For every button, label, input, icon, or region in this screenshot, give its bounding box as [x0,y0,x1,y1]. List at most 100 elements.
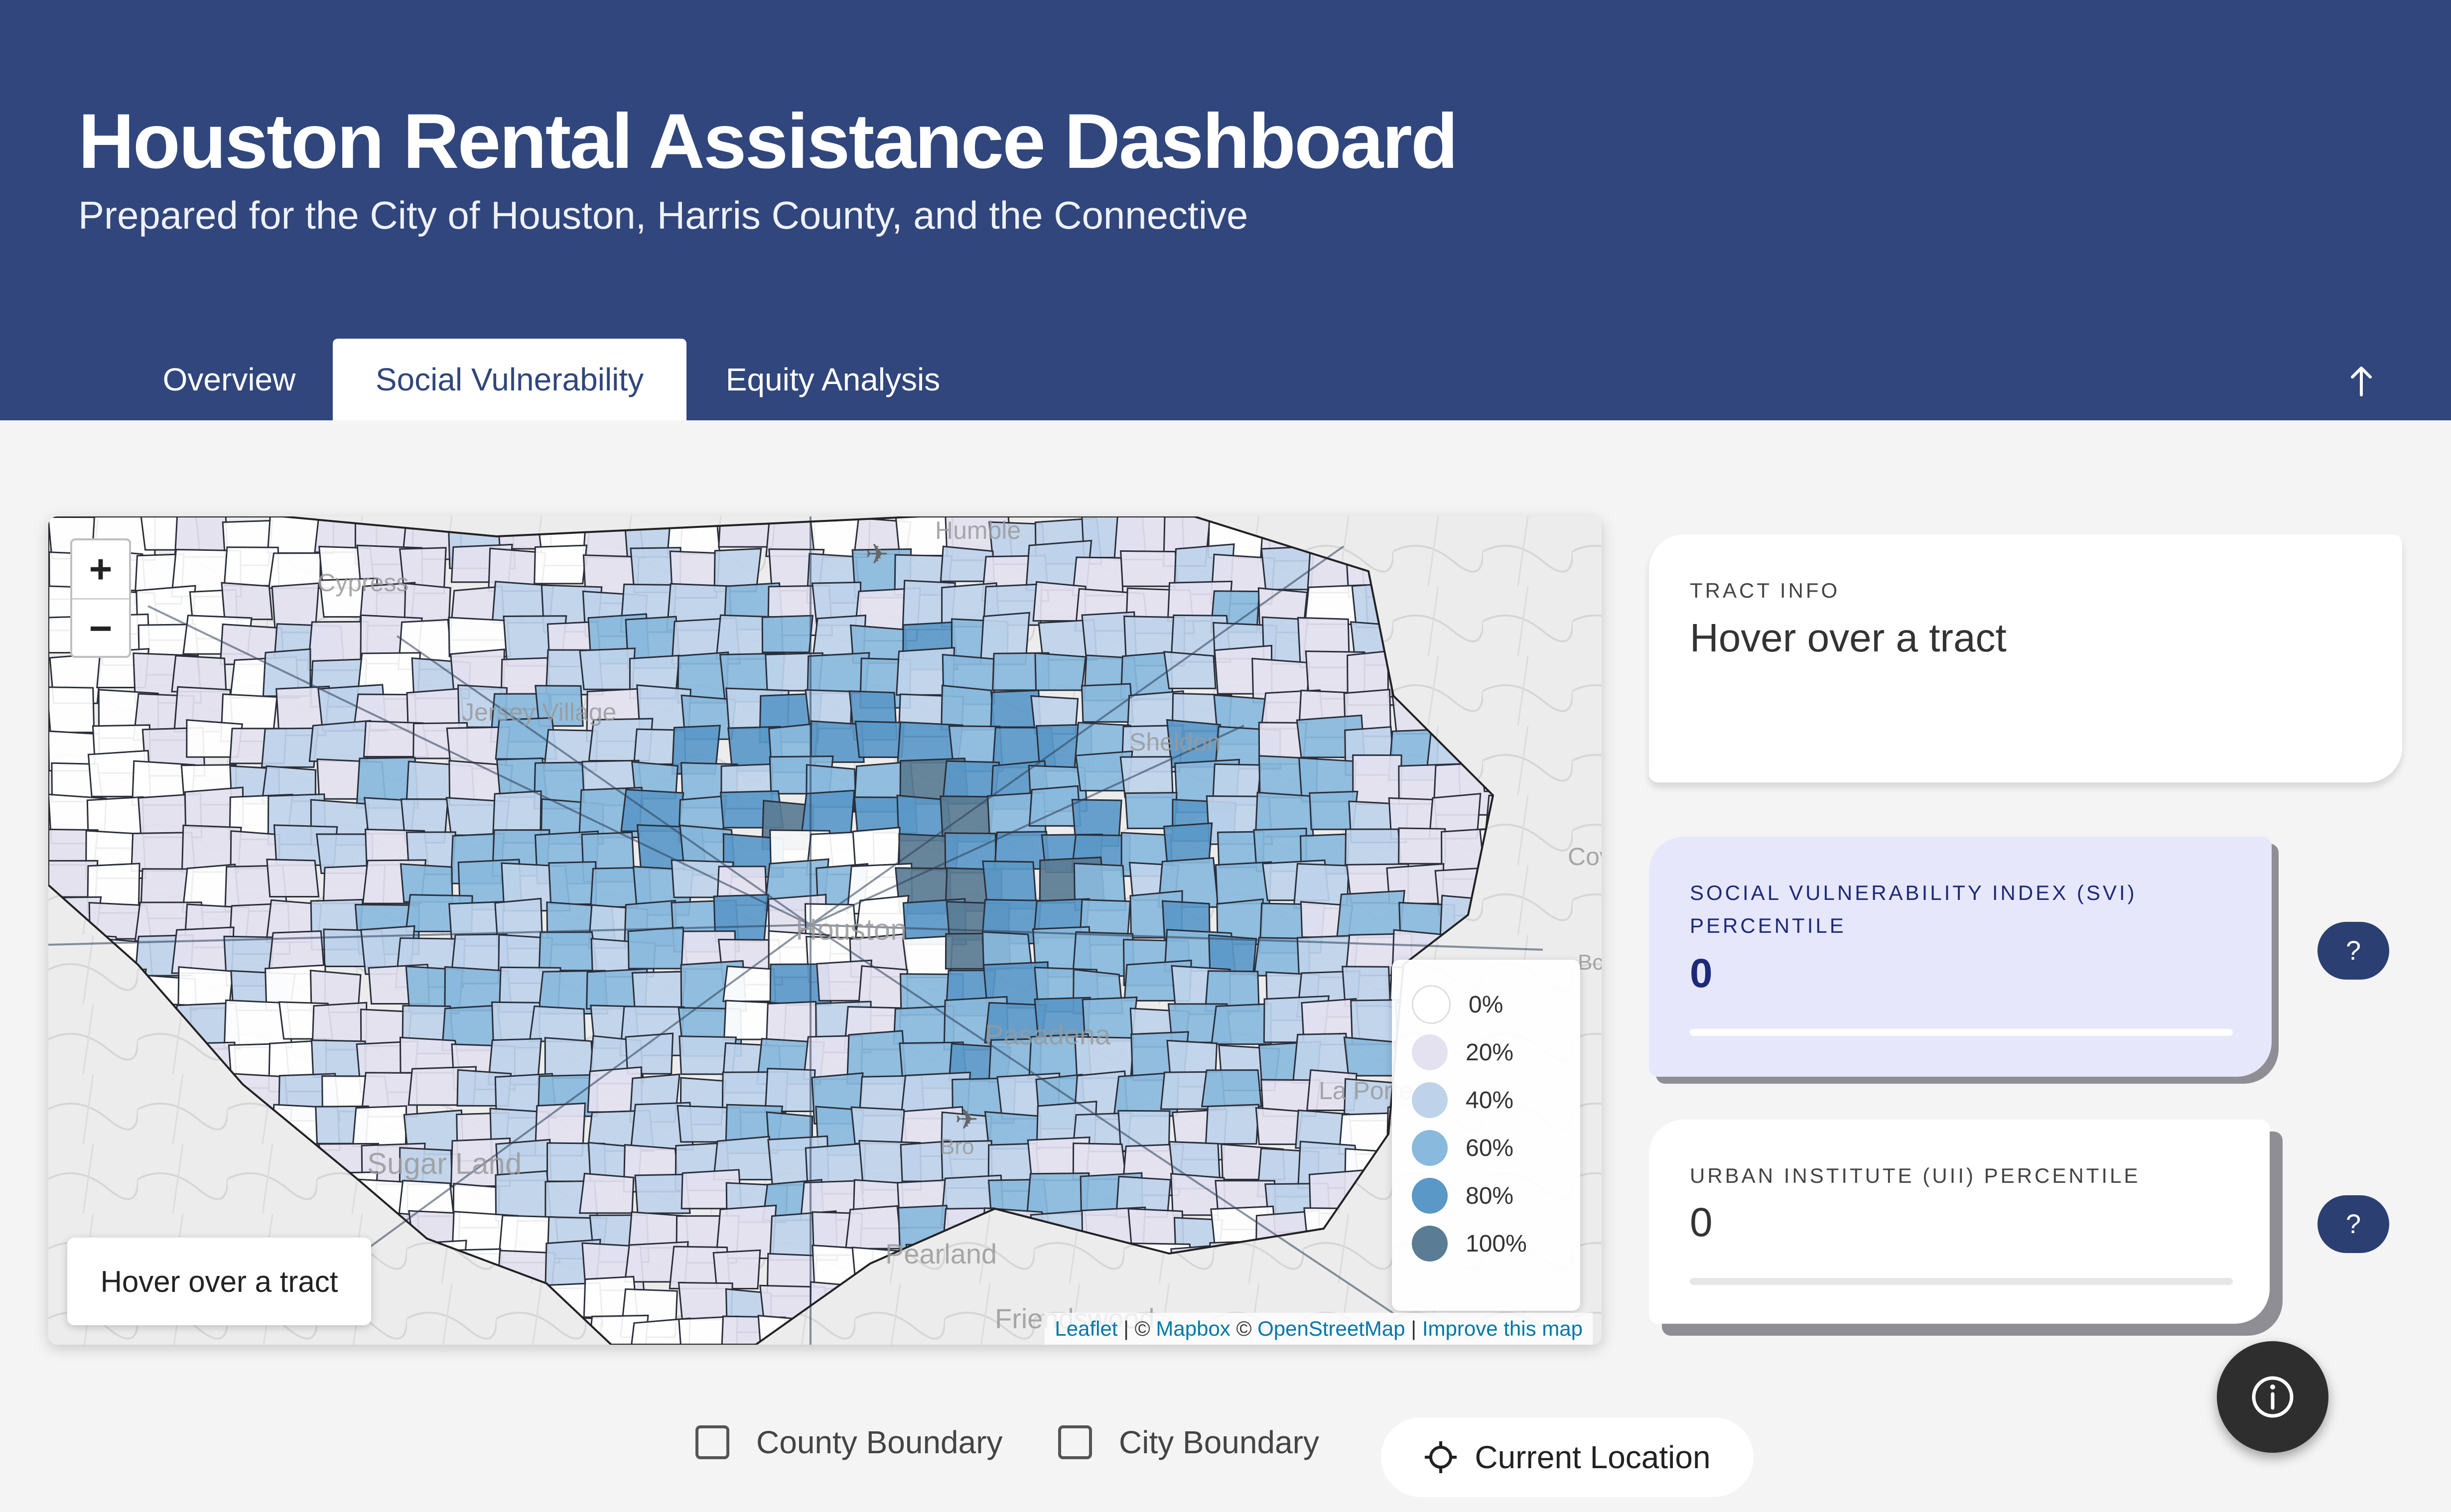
census-tract[interactable] [1163,822,1213,864]
census-tract[interactable] [261,727,319,768]
census-tract[interactable] [625,1032,674,1075]
svi-help-button[interactable]: ? [2317,922,2389,980]
place-label: Bch [1578,950,1602,975]
census-tract[interactable] [535,685,584,727]
census-tract[interactable] [1255,1107,1303,1145]
county-boundary-checkbox[interactable] [695,1425,729,1459]
census-tract[interactable] [48,686,95,734]
census-tract[interactable] [404,582,451,623]
zoom-out-button[interactable]: − [89,606,113,650]
census-tract[interactable] [529,1005,586,1042]
legend-item: 0% [1412,985,1503,1024]
census-tract[interactable] [1201,1069,1262,1108]
census-tract[interactable] [398,1179,455,1217]
census-tract[interactable] [1205,1104,1260,1145]
svi-progress-bar [1690,1029,2233,1036]
place-label: Pearland [885,1238,997,1269]
arrow-up-icon[interactable] [2341,359,2381,403]
tab-overview[interactable]: Overview [162,362,296,397]
census-tract[interactable] [268,552,321,589]
county-boundary-toggle[interactable]: County Boundary [695,1417,1003,1467]
census-tract[interactable] [628,1317,691,1345]
census-tract[interactable] [764,1067,816,1113]
census-tract[interactable] [1026,1172,1090,1215]
tract-info-card: TRACT INFO Hover over a tract [1649,534,2402,782]
census-tract[interactable] [1120,550,1179,587]
map-legend: 0% 20% 40% 60% 80% 100% [1392,960,1580,1311]
page-title: Houston Rental Assistance Dashboard [78,98,1458,185]
census-tract[interactable] [1163,650,1217,689]
airport-icons: ✈ ✈ [865,538,978,1135]
census-tract[interactable] [1034,652,1087,691]
crosshair-icon [1425,1441,1457,1473]
census-tract[interactable] [850,1106,907,1144]
city-boundary-toggle[interactable]: City Boundary [1058,1417,1319,1467]
census-tract[interactable] [548,861,597,905]
census-tract[interactable] [678,1281,733,1321]
legend-swatch [1412,1226,1448,1261]
city-boundary-checkbox[interactable] [1058,1425,1092,1459]
airport-icon: ✈ [865,538,889,570]
census-tract[interactable] [221,582,273,621]
uii-help-button[interactable]: ? [2317,1195,2389,1253]
legend-swatch [1412,1082,1448,1118]
census-tract[interactable] [1352,754,1402,805]
census-tract[interactable] [761,615,814,653]
census-tract[interactable] [801,789,855,836]
svi-label: SOCIAL VULNERABILITY INDEX (SVI) PERCENT… [1690,881,2137,937]
tab-social-vulnerability[interactable]: Social Vulnerability [333,339,686,420]
census-tract[interactable] [1260,545,1314,591]
census-tract[interactable] [534,544,588,585]
legend-item: 80% [1412,1176,1513,1216]
census-tract[interactable] [352,1105,408,1147]
improve-map-link[interactable]: Improve this map [1422,1317,1583,1340]
current-location-button[interactable]: Current Location [1381,1417,1754,1497]
info-button[interactable] [2217,1341,2328,1453]
attribution-separator: © [1230,1317,1258,1340]
legend-label: 100% [1466,1230,1527,1257]
legend-item: 40% [1412,1080,1513,1120]
legend-label: 80% [1466,1182,1514,1209]
place-label: Jersey Village [462,698,616,726]
legend-label: 40% [1466,1087,1514,1114]
county-outline [48,516,1495,1345]
census-tract[interactable] [579,647,636,690]
svi-percentile-card: SOCIAL VULNERABILITY INDEX (SVI) PERCENT… [1649,837,2272,1077]
census-tract[interactable] [1343,1036,1399,1077]
info-icon [2252,1376,2294,1418]
map-canvas[interactable]: Humble Cypress Jersey Village Sheldon Ho… [48,516,1602,1345]
census-tract[interactable] [854,720,905,758]
census-tract[interactable] [712,1249,761,1290]
zoom-in-button[interactable]: + [72,540,129,600]
census-tract[interactable] [266,859,320,897]
census-tract[interactable] [544,1037,595,1079]
census-tract[interactable] [450,648,505,690]
census-tract[interactable] [1124,792,1178,829]
legend-label: 20% [1466,1039,1514,1066]
census-tract[interactable] [634,1173,691,1214]
county-boundary-label: County Boundary [756,1424,1003,1460]
mapbox-link[interactable]: Mapbox [1156,1317,1230,1340]
census-tract[interactable] [308,720,372,762]
freeways [48,516,1543,1345]
census-tract[interactable] [177,966,234,1009]
choropleth-map[interactable]: Humble Cypress Jersey Village Sheldon Ho… [48,516,1602,1345]
legend-item: 20% [1412,1032,1513,1072]
census-tract[interactable] [1398,827,1446,865]
tract-info-value: Hover over a tract [1690,616,2007,660]
census-tract[interactable] [627,926,689,970]
tract-info-label: TRACT INFO [1690,579,1840,602]
census-tract[interactable] [941,684,995,731]
census-tract[interactable] [538,931,598,972]
census-tract[interactable] [1081,683,1134,723]
openstreetmap-link[interactable]: OpenStreetMap [1257,1317,1405,1340]
census-tract[interactable] [578,1172,635,1214]
census-tract[interactable] [1211,1003,1272,1045]
map-attribution: Leaflet | © Mapbox © OpenStreetMap | Imp… [1045,1313,1593,1345]
place-label: Bro [940,1134,974,1159]
airport-icon: ✈ [955,1104,978,1135]
tab-equity-analysis[interactable]: Equity Analysis [725,362,941,397]
place-label: Cov [1568,843,1602,871]
place-label: Humble [935,516,1021,544]
leaflet-link[interactable]: Leaflet [1055,1317,1118,1340]
